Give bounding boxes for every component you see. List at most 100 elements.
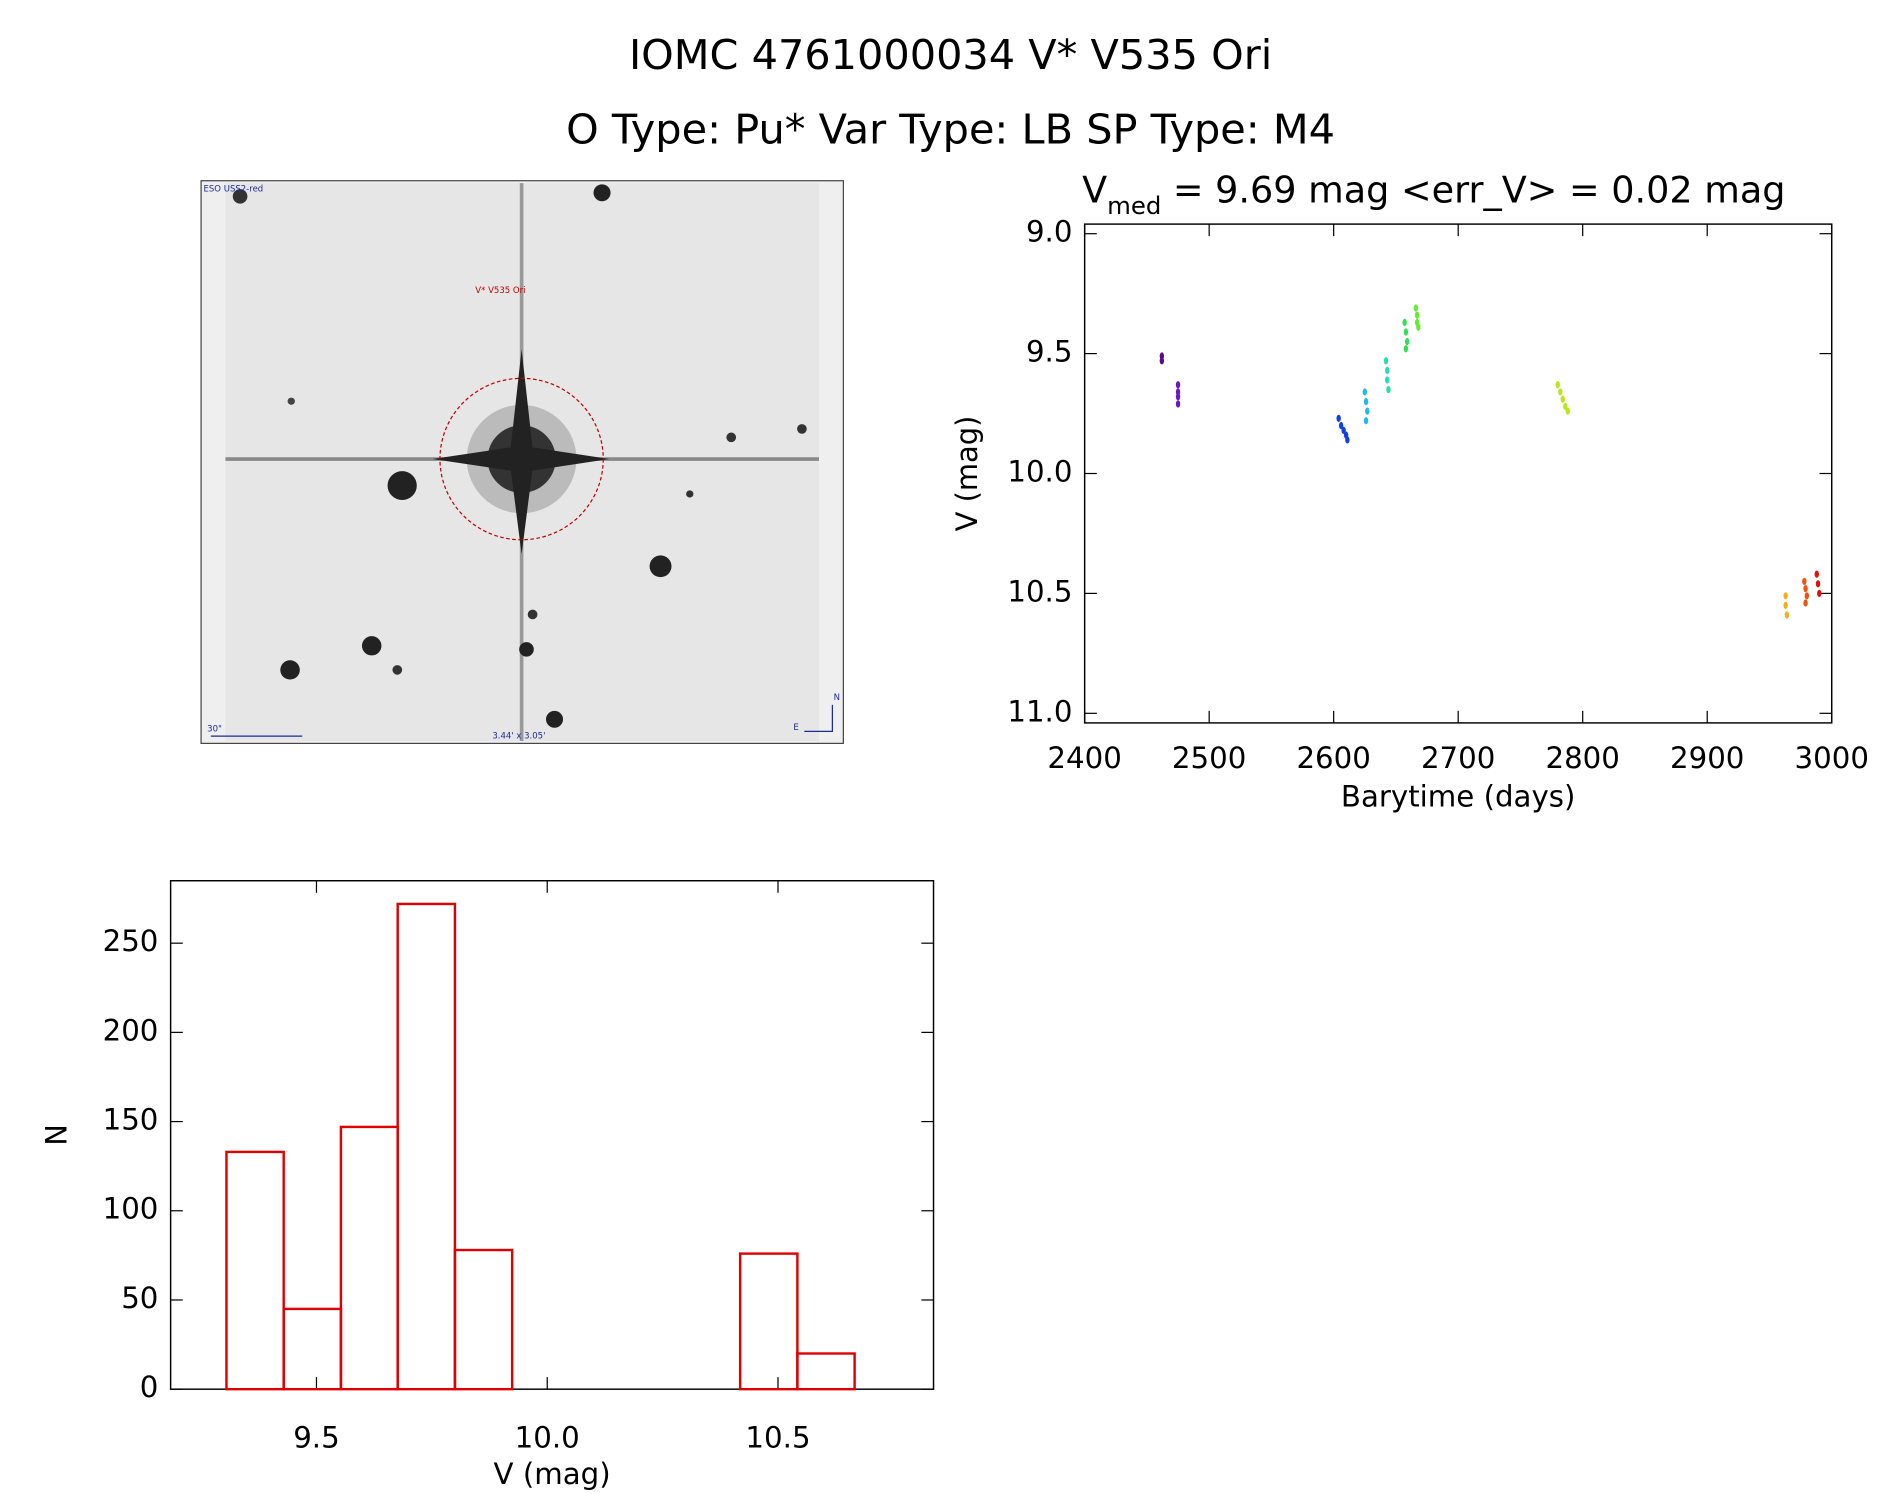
data-point [1563, 402, 1568, 410]
data-point [1403, 345, 1409, 353]
x-tick-label: 10.5 [745, 1421, 810, 1455]
data-point [1175, 400, 1181, 408]
data-point [1338, 421, 1344, 430]
y-tick-label: 9.0 [1026, 215, 1073, 249]
data-point [1404, 337, 1410, 346]
data-point [1386, 385, 1391, 394]
finder-image: ESO USS2-red V* V535 Ori 30" 3.44' x 3.0… [200, 180, 844, 744]
data-point [1159, 357, 1165, 365]
star [797, 424, 807, 434]
star [726, 432, 737, 443]
compass [804, 704, 833, 732]
image-label: 3.44' x 3.05' [492, 731, 545, 741]
star [686, 490, 694, 498]
y-tick-label: 250 [103, 924, 159, 958]
histogram-bar [282, 1307, 343, 1391]
data-point [1817, 589, 1822, 598]
histogram-bar [796, 1352, 856, 1391]
star [287, 397, 295, 405]
data-point [1362, 388, 1367, 396]
y-tick-label: 0 [140, 1370, 159, 1404]
histogram-bar [738, 1252, 799, 1391]
data-point [1414, 311, 1420, 319]
star [649, 555, 672, 578]
data-point [1385, 376, 1390, 384]
data-point [1804, 592, 1810, 600]
data-point [1336, 414, 1341, 422]
x-tick-label: 2500 [1172, 741, 1246, 775]
title-part: = 9.69 mag <err_V> = 0.02 mag [1161, 169, 1785, 212]
x-tick-label: 2400 [1047, 741, 1121, 775]
x-tick-label: 2700 [1421, 741, 1495, 775]
y-tick-label: 150 [103, 1103, 159, 1137]
data-point [1363, 397, 1369, 406]
y-tick-label: 9.5 [1026, 335, 1073, 369]
x-tick-label: 2800 [1545, 741, 1619, 775]
chart-title: Vmed = 9.69 mag <err_V> = 0.02 mag [1082, 169, 1785, 220]
y-tick-label: 100 [103, 1192, 159, 1226]
star [527, 609, 538, 620]
data-point [1802, 577, 1807, 586]
y-tick-label: 10.5 [1007, 575, 1072, 609]
y-axis-label: V (mag) [950, 416, 984, 532]
data-point [1783, 592, 1788, 600]
plot-frame [1083, 223, 1833, 724]
star [232, 189, 248, 204]
data-point [1815, 580, 1821, 588]
data-point [1365, 407, 1370, 415]
star [387, 471, 417, 501]
page-subtitle: O Type: Pu* Var Type: LB SP Type: M4 [566, 106, 1335, 154]
histogram-bar [453, 1248, 514, 1391]
title-part: med [1107, 192, 1161, 220]
x-axis-label: V (mag) [494, 1457, 611, 1491]
image-label: ESO USS2-red [204, 184, 264, 194]
image-label: V* V535 Ori [475, 285, 525, 295]
star [519, 642, 534, 657]
data-point [1814, 570, 1819, 578]
star [392, 665, 403, 675]
x-axis-label: Barytime (days) [1341, 780, 1576, 814]
y-tick-label: 200 [103, 1013, 159, 1047]
data-point [1175, 393, 1181, 401]
image-label: E [793, 722, 798, 732]
data-point [1803, 599, 1808, 607]
data-point [1560, 395, 1565, 403]
spike-core [432, 349, 610, 555]
data-point [1555, 381, 1560, 389]
data-point [1403, 328, 1409, 336]
star [545, 710, 564, 728]
x-tick-label: 10.0 [515, 1421, 580, 1455]
x-tick-label: 9.5 [293, 1421, 340, 1455]
histogram-bar [339, 1125, 399, 1391]
histogram-bar [396, 902, 457, 1391]
star [593, 184, 611, 202]
data-point [1565, 407, 1570, 415]
data-point [1783, 601, 1788, 610]
y-tick-label: 10.0 [1007, 455, 1072, 489]
x-tick-label: 2900 [1670, 741, 1744, 775]
data-point [1363, 417, 1369, 425]
x-tick-label: 2600 [1296, 741, 1370, 775]
y-tick-label: 50 [121, 1281, 158, 1315]
data-point [1383, 357, 1389, 365]
star [361, 636, 382, 656]
data-point [1413, 304, 1419, 312]
plot-frame [169, 880, 935, 1390]
image-label: N [834, 692, 840, 702]
data-point [1784, 611, 1790, 619]
data-point [1341, 426, 1346, 434]
data-point [1345, 436, 1350, 444]
y-axis-label: N [39, 1124, 73, 1146]
data-point [1402, 318, 1407, 327]
title-part: V [1082, 169, 1107, 212]
data-point [1558, 388, 1563, 396]
y-tick-label: 11.0 [1007, 694, 1072, 728]
histogram-bar [225, 1150, 285, 1391]
page-title: IOMC 4761000034 V* V535 Ori [629, 31, 1272, 79]
data-point [1175, 381, 1181, 389]
star [280, 660, 300, 680]
data-point [1416, 323, 1421, 331]
data-point [1385, 366, 1390, 374]
